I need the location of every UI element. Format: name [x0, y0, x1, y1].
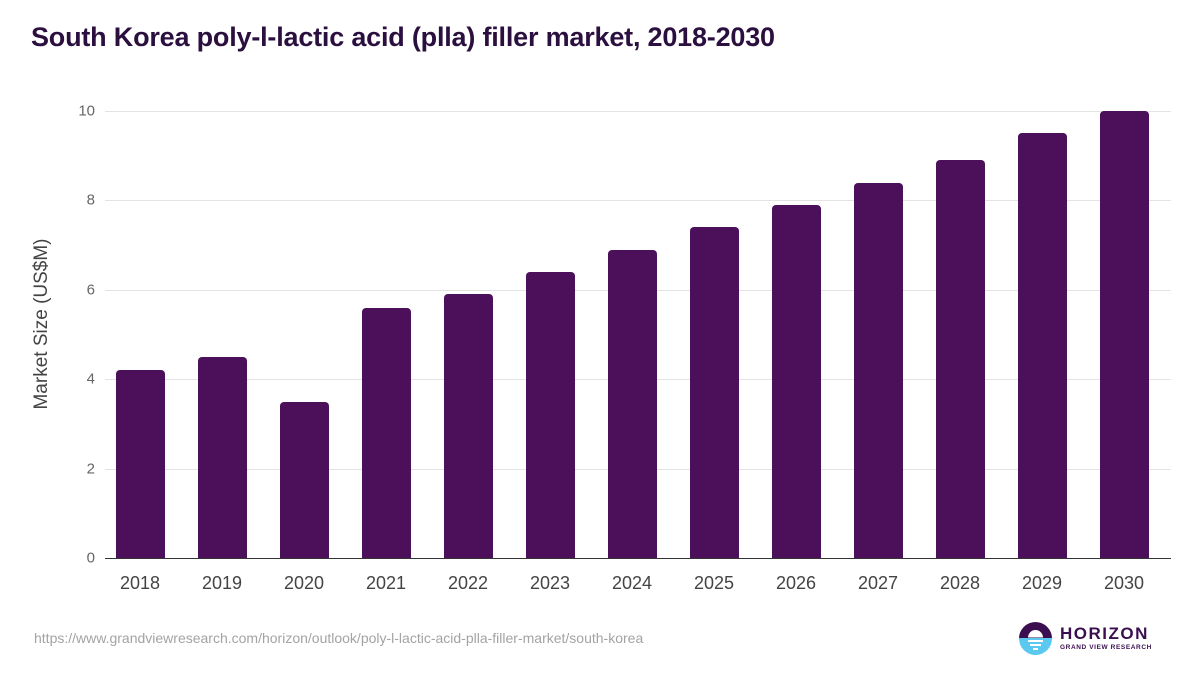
gridline — [105, 111, 1171, 112]
bar-2018[interactable] — [115, 370, 165, 558]
x-tick-label: 2027 — [857, 573, 899, 593]
logo-subtitle: GRAND VIEW RESEARCH — [1060, 644, 1152, 651]
plot-area: 0 2 4 6 8 10 2018 2019 2020 2021 2022 2023 2024 2025 2… — [78, 103, 1171, 593]
x-tick-label: 2024 — [611, 573, 653, 593]
x-tick-label: 2025 — [693, 573, 735, 593]
x-tick-label: 2028 — [939, 573, 981, 593]
bar-2019[interactable] — [197, 356, 247, 558]
y-tick-label: 6 — [86, 281, 95, 299]
y-tick-label: 0 — [86, 549, 95, 567]
bar-2027[interactable] — [853, 182, 903, 558]
x-axis-line — [105, 558, 1171, 559]
x-tick-label: 2020 — [283, 573, 325, 593]
bar-2021[interactable] — [361, 307, 411, 558]
logo-name: HORIZON — [1060, 624, 1149, 643]
bar-2020[interactable] — [279, 401, 329, 558]
bar-2022[interactable] — [443, 294, 493, 558]
bar-2028[interactable] — [935, 160, 985, 558]
x-tick-label: 2030 — [1103, 573, 1145, 593]
horizon-logo: HORIZON GRAND VIEW RESEARCH — [1019, 622, 1152, 655]
x-tick-label: 2029 — [1021, 573, 1063, 593]
horizon-logo-icon — [1019, 622, 1052, 655]
y-tick-label: 8 — [86, 191, 95, 209]
y-tick-label: 2 — [86, 460, 95, 478]
chart-title: South Korea poly-l-lactic acid (plla) fi… — [31, 22, 775, 52]
y-tick-label: 10 — [78, 102, 95, 120]
gridline — [105, 200, 1171, 202]
bar-2026[interactable] — [771, 204, 821, 558]
bar-2025[interactable] — [689, 227, 739, 558]
x-tick-label: 2026 — [775, 573, 817, 593]
x-tick-label: 2023 — [529, 573, 571, 593]
bar-2024[interactable] — [607, 249, 657, 558]
source-url: https://www.grandviewresearch.com/horizo… — [34, 630, 644, 646]
x-tick-label: 2022 — [447, 573, 489, 593]
x-tick-label: 2019 — [201, 573, 243, 593]
bar-2029[interactable] — [1017, 133, 1067, 558]
x-tick-label: 2018 — [119, 573, 161, 593]
bar-2030[interactable] — [1099, 111, 1149, 558]
x-tick-label: 2021 — [365, 573, 407, 593]
y-tick-label: 4 — [86, 370, 95, 388]
bar-2023[interactable] — [525, 271, 575, 558]
